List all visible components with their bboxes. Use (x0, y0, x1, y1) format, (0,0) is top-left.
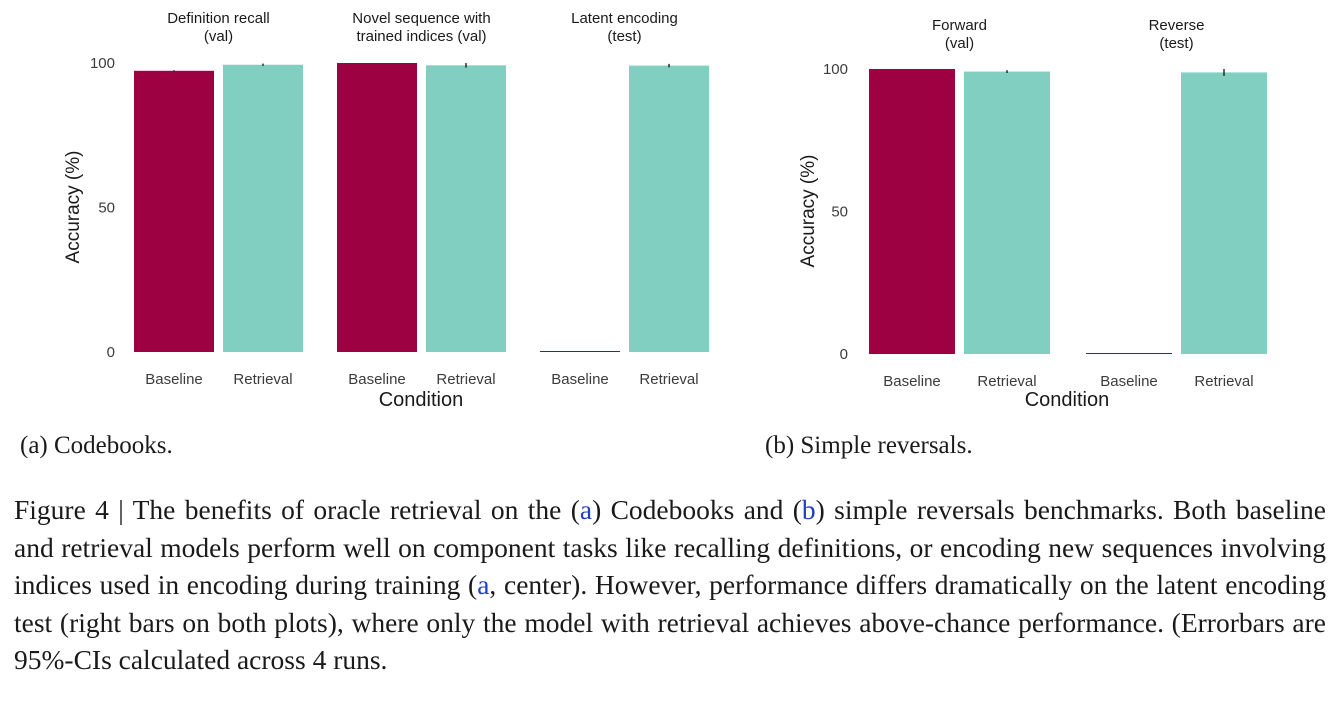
caption-text-1: Figure 4 | The benefits of oracle retrie… (14, 494, 580, 525)
caption-text-4: , center). However, performance differs … (14, 569, 1326, 675)
caption-link-b[interactable]: b (801, 494, 816, 525)
bar-retrieval (1181, 72, 1267, 355)
x-tick-label: Baseline (348, 371, 406, 388)
reversals-chart: 0 50 100 Accuracy (%) Condition Forward(val) B… (798, 17, 1267, 411)
y-tick-label: 50 (98, 200, 115, 217)
figure-caption: Figure 4 | The benefits of oracle retrie… (14, 491, 1326, 679)
x-tick-label: Retrieval (233, 371, 292, 388)
codebooks-chart: 0 50 100 Accuracy (%) Condition Definition re… (63, 10, 709, 411)
bar-baseline (869, 69, 955, 354)
x-tick-label: Baseline (883, 373, 941, 390)
bar-baseline (540, 351, 620, 352)
y-axis-label: Accuracy (%) (63, 151, 84, 264)
panel-title: trained indices (val) (356, 28, 486, 45)
y-tick-label: 50 (831, 204, 848, 221)
x-axis-label: Condition (1025, 389, 1110, 411)
bar-baseline (337, 63, 417, 352)
bar-retrieval (964, 71, 1050, 354)
x-tick-label: Retrieval (639, 371, 698, 388)
panel-title: Definition recall (167, 10, 270, 27)
panel-title: (val) (204, 28, 233, 45)
subcaption-b: (b) Simple reversals. (765, 432, 973, 459)
bar-baseline (134, 70, 214, 352)
x-tick-label: Retrieval (1194, 373, 1253, 390)
x-tick-label: Retrieval (977, 373, 1036, 390)
caption-link-a[interactable]: a (579, 494, 593, 525)
panel-title: Reverse (1149, 17, 1205, 34)
bar-retrieval (629, 65, 709, 352)
panel-title: Novel sequence with (352, 10, 490, 27)
panel-title: Latent encoding (571, 10, 678, 27)
bar-retrieval (426, 65, 506, 352)
y-tick-label: 100 (823, 61, 848, 78)
panel-title: Forward (932, 17, 987, 34)
caption-text-3: ) simple reversals benchmarks. Both base… (14, 494, 1326, 600)
panel-title: (val) (945, 35, 974, 52)
x-axis-label: Condition (379, 389, 464, 411)
y-tick-label: 0 (107, 344, 115, 361)
bar-baseline (1086, 353, 1172, 354)
y-axis-label: Accuracy (%) (798, 155, 819, 268)
y-tick-label: 0 (840, 346, 848, 363)
x-tick-label: Baseline (145, 371, 203, 388)
subcaption-a: (a) Codebooks. (20, 432, 173, 459)
panel-title: (test) (607, 28, 641, 45)
caption-link-a-center[interactable]: a (477, 569, 490, 600)
bar-retrieval (223, 64, 303, 352)
y-tick-label: 100 (90, 55, 115, 72)
x-tick-label: Baseline (551, 371, 609, 388)
x-tick-label: Baseline (1100, 373, 1158, 390)
x-tick-label: Retrieval (436, 371, 495, 388)
panel-title: (test) (1159, 35, 1193, 52)
caption-text-2: ) Codebooks and ( (592, 494, 802, 525)
